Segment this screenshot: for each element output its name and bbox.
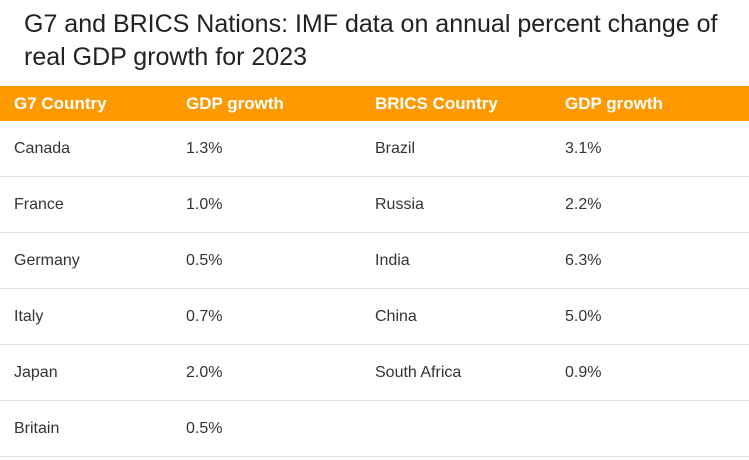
chart-title: G7 and BRICS Nations: IMF data on annual…	[24, 10, 718, 71]
table-cell	[551, 400, 749, 457]
table-cell: 1.3%	[172, 121, 361, 177]
table-row: Germany 0.5% India 6.3%	[0, 232, 749, 289]
table-row: France 1.0% Russia 2.2%	[0, 176, 749, 233]
table-cell: Britain	[0, 400, 172, 457]
table-cell: 5.0%	[551, 288, 749, 345]
table-cell: 6.3%	[551, 232, 749, 289]
table-cell: 0.9%	[551, 344, 749, 401]
table-row: Italy 0.7% China 5.0%	[0, 288, 749, 345]
table-cell: 2.0%	[172, 344, 361, 401]
table-cell	[361, 400, 551, 457]
table-cell: Germany	[0, 232, 172, 289]
table-cell: Japan	[0, 344, 172, 401]
table-row: Britain 0.5%	[0, 400, 749, 457]
table-header-row: G7 Country GDP growth BRICS Country GDP …	[0, 86, 749, 121]
table-cell: 2.2%	[551, 176, 749, 233]
table-row: Canada 1.3% Brazil 3.1%	[0, 121, 749, 177]
column-header-g7-gdp-growth: GDP growth	[186, 93, 284, 113]
gdp-table: G7 Country GDP growth BRICS Country GDP …	[0, 86, 749, 457]
table-cell: Brazil	[361, 121, 551, 177]
table-cell: Russia	[361, 176, 551, 233]
table-cell: China	[361, 288, 551, 345]
table-cell: 1.0%	[172, 176, 361, 233]
column-header-brics-gdp-growth: GDP growth	[565, 93, 663, 113]
column-header-g7-country: G7 Country	[14, 93, 107, 113]
table-cell: France	[0, 176, 172, 233]
table-cell: India	[361, 232, 551, 289]
table-cell: 3.1%	[551, 121, 749, 177]
table-cell: Canada	[0, 121, 172, 177]
table-cell: Italy	[0, 288, 172, 345]
table-cell: 0.7%	[172, 288, 361, 345]
table-row: Japan 2.0% South Africa 0.9%	[0, 344, 749, 401]
table-cell: 0.5%	[172, 400, 361, 457]
column-header-brics-country: BRICS Country	[375, 93, 498, 113]
table-cell: 0.5%	[172, 232, 361, 289]
table-cell: South Africa	[361, 344, 551, 401]
